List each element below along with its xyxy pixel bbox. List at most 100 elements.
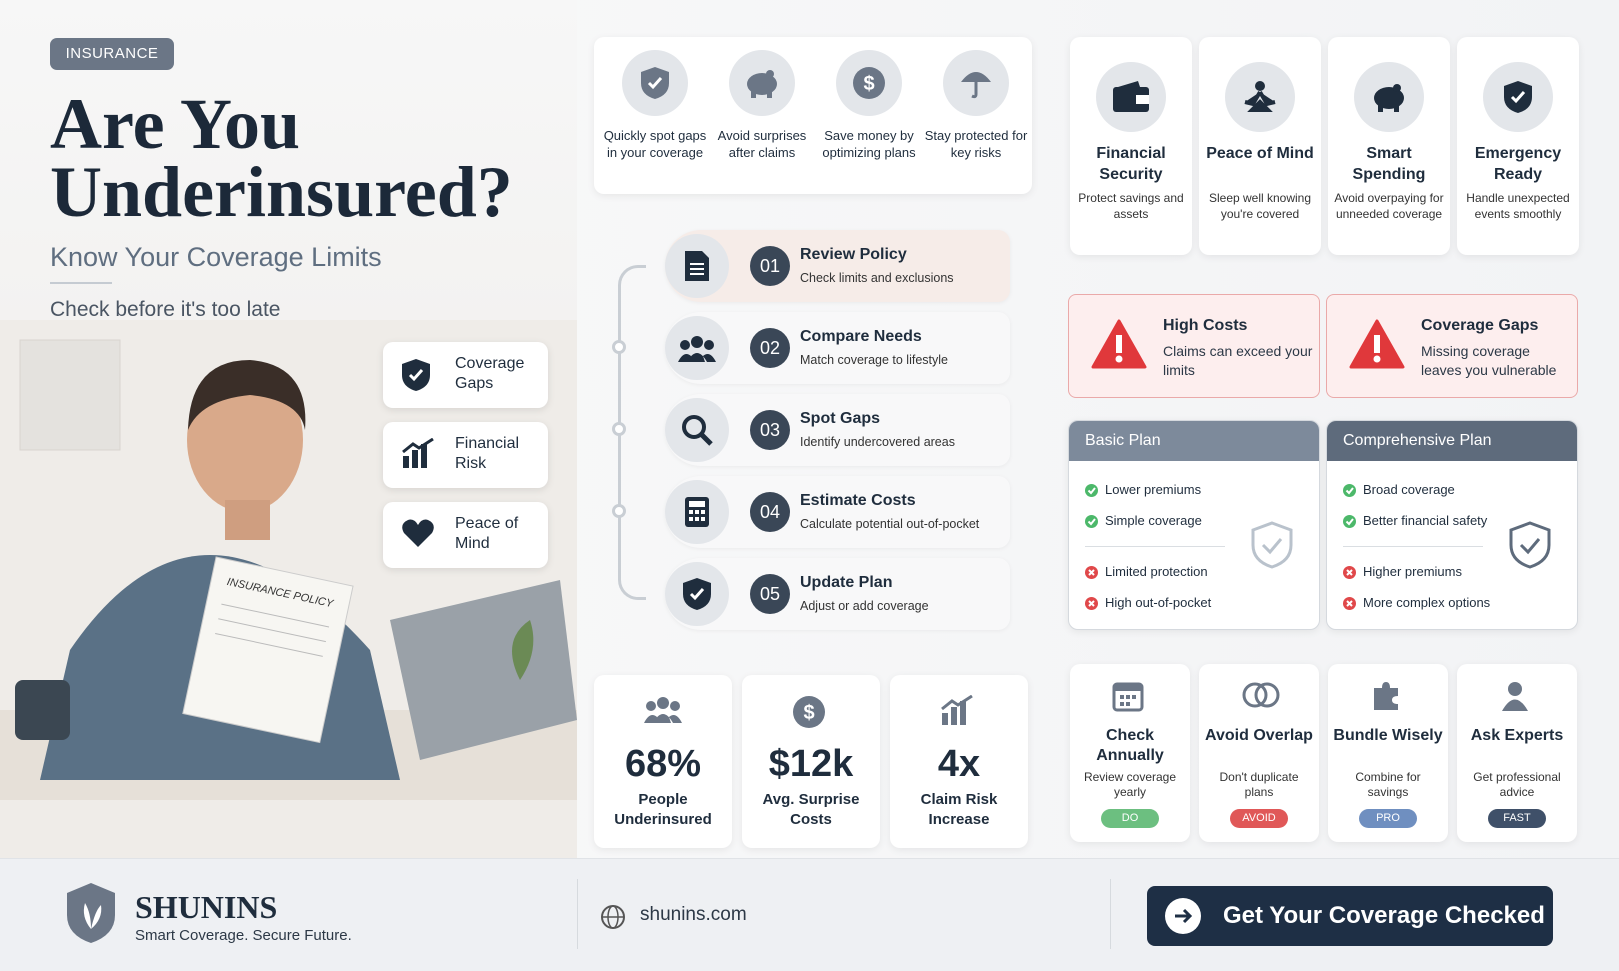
hero-subtitle: Know Your Coverage Limits xyxy=(50,242,382,272)
timeline-dot xyxy=(612,422,626,436)
alert-desc: Claims can exceed your limits xyxy=(1163,343,1313,378)
check-icon xyxy=(1085,515,1098,533)
timeline-dot xyxy=(612,504,626,518)
feature-card: Financial Security Protect savings and as… xyxy=(1070,37,1192,255)
step-title: Compare Needs xyxy=(800,328,922,345)
step-icon xyxy=(665,316,729,380)
tip-desc: Review coverage yearly xyxy=(1083,770,1177,799)
plan-shield xyxy=(1251,521,1293,574)
alert-card: Coverage Gaps Missing coverage leaves you… xyxy=(1326,294,1578,398)
step-title: Estimate Costs xyxy=(800,492,916,509)
plan-header: Basic Plan xyxy=(1069,421,1319,461)
step-icon xyxy=(665,562,729,626)
stat-label: Claim Risk Increase xyxy=(920,791,998,828)
benefit-text: Stay protected for key risks xyxy=(924,128,1028,160)
cross-icon xyxy=(1343,566,1356,584)
alert-icon xyxy=(1091,319,1147,374)
tip-title: Check Annually xyxy=(1096,727,1164,764)
step-number: 02 xyxy=(750,328,790,368)
feature-card: Peace of Mind Sleep well knowing you're c… xyxy=(1199,37,1321,255)
feature-title: Financial Security xyxy=(1096,145,1166,183)
divider xyxy=(50,282,112,284)
tip-icon xyxy=(1112,680,1144,717)
tip-icon xyxy=(1370,680,1402,717)
stat-icon xyxy=(644,695,682,728)
website[interactable]: shunins.com xyxy=(640,904,747,925)
badge: Financial Risk xyxy=(383,422,548,488)
step-title: Update Plan xyxy=(800,574,893,591)
svg-text:$: $ xyxy=(803,702,814,724)
separator xyxy=(1110,879,1111,949)
feature-desc: Sleep well knowing you're covered xyxy=(1208,191,1312,221)
feature-icon xyxy=(1225,62,1295,132)
step-desc: Check limits and exclusions xyxy=(800,271,954,285)
tip-card: Avoid Overlap Don't duplicate plans AVOID xyxy=(1199,664,1319,842)
plan-shield xyxy=(1509,521,1551,574)
tag: INSURANCE xyxy=(50,38,174,70)
step-desc: Identify undercovered areas xyxy=(800,435,955,449)
cta-label[interactable]: Get Your Coverage Checked xyxy=(1223,902,1545,929)
cross-icon xyxy=(1085,566,1098,584)
brand: SHUNINS xyxy=(135,889,278,925)
timeline-dot xyxy=(612,340,626,354)
tip-desc: Get professional advice xyxy=(1473,770,1561,799)
stat-icon xyxy=(940,694,974,730)
alert-desc: Missing coverage leaves you vulnerable xyxy=(1421,343,1557,378)
benefit-icon xyxy=(729,50,795,116)
plan-card: Basic Plan Lower premiums Simple coverage L… xyxy=(1068,420,1320,630)
hero-tagline: Check before it's too late xyxy=(50,298,281,321)
cross-icon xyxy=(1343,597,1356,615)
feature-title: Peace of Mind xyxy=(1206,145,1314,162)
step-number: 04 xyxy=(750,492,790,532)
alert-icon xyxy=(1349,319,1405,374)
stat-label: Avg. Surprise Costs xyxy=(762,791,860,828)
step-number: 03 xyxy=(750,410,790,450)
title-line: Underinsured? xyxy=(50,152,513,232)
step-title: Review Policy xyxy=(800,246,907,263)
feature-desc: Avoid overpaying for unneeded coverage xyxy=(1334,191,1444,221)
cta-button[interactable]: Get Your Coverage Checked xyxy=(1147,886,1553,946)
plan-header: Comprehensive Plan xyxy=(1327,421,1577,461)
badge-icon xyxy=(401,358,431,397)
tip-title: Ask Experts xyxy=(1470,727,1564,744)
tip-desc: Don't duplicate plans xyxy=(1219,770,1299,799)
plan-pro: Simple coverage xyxy=(1105,513,1202,528)
stat-value: $12k xyxy=(768,743,854,785)
feature-desc: Protect savings and assets xyxy=(1078,191,1184,221)
plan-pro: Lower premiums xyxy=(1105,482,1202,497)
step-number: 01 xyxy=(750,246,790,286)
tip-desc: Combine for savings xyxy=(1355,770,1421,799)
benefits-card: Quickly spot gaps in your coverage Avoid … xyxy=(594,37,1032,194)
tip-icon xyxy=(1241,680,1281,715)
benefit-icon xyxy=(943,50,1009,116)
plan-con: Limited protection xyxy=(1105,564,1208,579)
plan-pro: Better financial safety xyxy=(1363,513,1488,528)
divider xyxy=(1085,546,1225,547)
tip-tag: PRO xyxy=(1359,809,1417,828)
step: 02 Compare Needs Match coverage to lifesty… xyxy=(665,312,1010,384)
feature-icon xyxy=(1096,62,1166,132)
feature-desc: Handle unexpected events smoothly xyxy=(1466,191,1570,221)
logo xyxy=(67,883,115,943)
badge-icon xyxy=(401,437,435,473)
arrow-icon xyxy=(1165,898,1201,934)
tip-icon xyxy=(1499,680,1531,717)
benefit-icon xyxy=(622,50,688,116)
tip-card: Ask Experts Get professional advice FAST xyxy=(1457,664,1577,842)
badge-label: Financial Risk xyxy=(455,435,520,472)
step-icon xyxy=(665,398,729,462)
slogan: Smart Coverage. Secure Future. xyxy=(135,927,352,944)
step: 05 Update Plan Adjust or add coverage xyxy=(665,558,1010,630)
plan-con: Higher premiums xyxy=(1363,564,1462,579)
step: 01 Review Policy Check limits and exclusio… xyxy=(665,230,1010,302)
badge-label: Coverage Gaps xyxy=(455,355,525,392)
separator xyxy=(577,879,578,949)
plan-pro: Broad coverage xyxy=(1363,482,1455,497)
title-line: Are You xyxy=(50,84,300,164)
step-desc: Calculate potential out-of-pocket xyxy=(800,517,980,531)
stat-value: 4x xyxy=(937,743,981,785)
plan-card: Comprehensive Plan Broad coverage Better f… xyxy=(1326,420,1578,630)
stat-icon: $ xyxy=(792,695,826,734)
feature-title: Emergency Ready xyxy=(1474,145,1562,183)
